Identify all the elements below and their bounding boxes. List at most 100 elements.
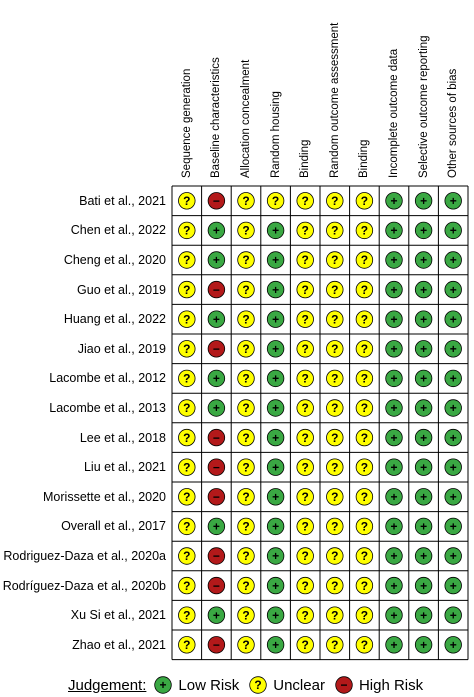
unclear-risk-icon: ? (237, 399, 255, 417)
unclear-risk-icon: ? (355, 636, 374, 654)
svg-text:?: ? (242, 194, 249, 208)
study-label: Chen et al., 2022 (70, 223, 166, 238)
svg-text:?: ? (242, 638, 249, 652)
svg-text:?: ? (302, 608, 309, 622)
study-label: Bati et al., 2021 (79, 193, 166, 208)
svg-text:+: + (450, 253, 457, 267)
study-label: Morissette et al., 2020 (43, 489, 166, 504)
unclear-risk-icon: ? (237, 606, 255, 624)
svg-text:?: ? (361, 312, 368, 326)
low-risk-icon: + (266, 280, 285, 299)
study-label: Lee et al., 2018 (79, 430, 166, 445)
svg-text:+: + (213, 312, 220, 326)
study-label: Jiao et al., 2019 (77, 341, 166, 356)
unclear-risk-icon: ? (237, 251, 255, 269)
low-risk-icon: + (444, 192, 462, 210)
risk-of-bias-grid: ? −????? + + +? +? +??? + + +? +? +??? + + +? −? +??? + + +… (171, 185, 469, 661)
svg-text:?: ? (302, 283, 309, 297)
svg-text:+: + (390, 431, 397, 445)
svg-text:?: ? (183, 342, 190, 356)
high-risk-icon: − (207, 340, 226, 358)
svg-text:?: ? (331, 253, 338, 267)
low-risk-icon: + (414, 517, 433, 536)
svg-text:+: + (160, 678, 167, 692)
unclear-risk-icon: ? (237, 221, 255, 240)
unclear-risk-icon: ? (355, 340, 374, 358)
unclear-risk-icon: ? (326, 458, 344, 476)
svg-text:+: + (272, 401, 279, 415)
unclear-risk-icon: ? (355, 458, 374, 476)
svg-text:?: ? (331, 224, 338, 238)
unclear-risk-icon: ? (355, 399, 374, 417)
svg-text:+: + (450, 194, 457, 208)
unclear-risk-icon: ? (237, 310, 255, 328)
unclear-risk-icon: ? (237, 340, 255, 358)
svg-text:+: + (390, 549, 397, 563)
svg-text:?: ? (331, 520, 338, 534)
svg-text:?: ? (183, 431, 190, 445)
svg-text:?: ? (361, 460, 368, 474)
low-risk-icon: + (385, 606, 403, 624)
low-risk-icon: + (385, 192, 403, 210)
low-risk-icon: + (385, 428, 403, 447)
unclear-risk-icon: ? (296, 310, 314, 328)
svg-text:+: + (450, 638, 457, 652)
svg-text:+: + (450, 579, 457, 593)
svg-text:?: ? (302, 460, 309, 474)
low-risk-icon: + (444, 251, 462, 269)
legend: Judgement: + Low Risk ? Unclear − High R… (68, 674, 433, 696)
unclear-risk-icon: ? (237, 547, 255, 565)
svg-text:−: − (213, 579, 220, 593)
svg-text:+: + (420, 312, 427, 326)
unclear-risk-icon: ? (355, 488, 374, 506)
svg-text:+: + (450, 283, 457, 297)
low-risk-icon: + (444, 280, 462, 299)
svg-text:+: + (390, 253, 397, 267)
svg-text:?: ? (361, 579, 368, 593)
unclear-risk-icon: ? (296, 547, 314, 565)
unclear-risk-icon: ? (178, 517, 196, 536)
svg-text:?: ? (331, 194, 338, 208)
unclear-risk-icon: ? (355, 192, 374, 210)
unclear-risk-icon: ? (178, 251, 196, 269)
svg-text:?: ? (255, 678, 262, 692)
unclear-risk-icon: ? (326, 576, 344, 595)
svg-text:?: ? (242, 342, 249, 356)
svg-text:−: − (213, 638, 220, 652)
svg-text:+: + (450, 431, 457, 445)
svg-text:?: ? (242, 253, 249, 267)
low-risk-icon: + (207, 517, 226, 536)
svg-text:+: + (390, 401, 397, 415)
high-risk-icon: − (335, 676, 353, 694)
unclear-risk-icon: ? (326, 488, 344, 506)
unclear-risk-icon: ? (237, 369, 255, 388)
svg-text:?: ? (183, 549, 190, 563)
svg-text:?: ? (361, 342, 368, 356)
low-risk-icon: + (414, 251, 433, 269)
study-label: Xu Si et al., 2021 (70, 608, 166, 623)
svg-text:+: + (450, 490, 457, 504)
svg-text:−: − (213, 283, 220, 297)
study-label: Lacombe et al., 2013 (49, 401, 166, 415)
svg-text:?: ? (183, 579, 190, 593)
svg-text:+: + (450, 342, 457, 356)
svg-text:?: ? (302, 638, 309, 652)
unclear-risk-icon: ? (178, 192, 196, 210)
low-risk-icon: + (414, 636, 433, 654)
unclear-risk-icon: ? (326, 192, 344, 210)
low-risk-icon: + (207, 251, 226, 269)
svg-text:?: ? (302, 224, 309, 238)
low-risk-icon: + (207, 399, 226, 417)
low-risk-icon: + (414, 458, 433, 476)
svg-text:?: ? (183, 194, 190, 208)
svg-text:−: − (213, 431, 220, 445)
svg-text:?: ? (183, 224, 190, 238)
svg-text:+: + (420, 431, 427, 445)
svg-text:?: ? (183, 520, 190, 534)
unclear-risk-icon: ? (178, 340, 196, 358)
svg-text:?: ? (242, 579, 249, 593)
svg-text:+: + (420, 283, 427, 297)
svg-text:?: ? (361, 549, 368, 563)
unclear-risk-icon: ? (326, 606, 344, 624)
low-risk-icon: + (414, 369, 433, 388)
